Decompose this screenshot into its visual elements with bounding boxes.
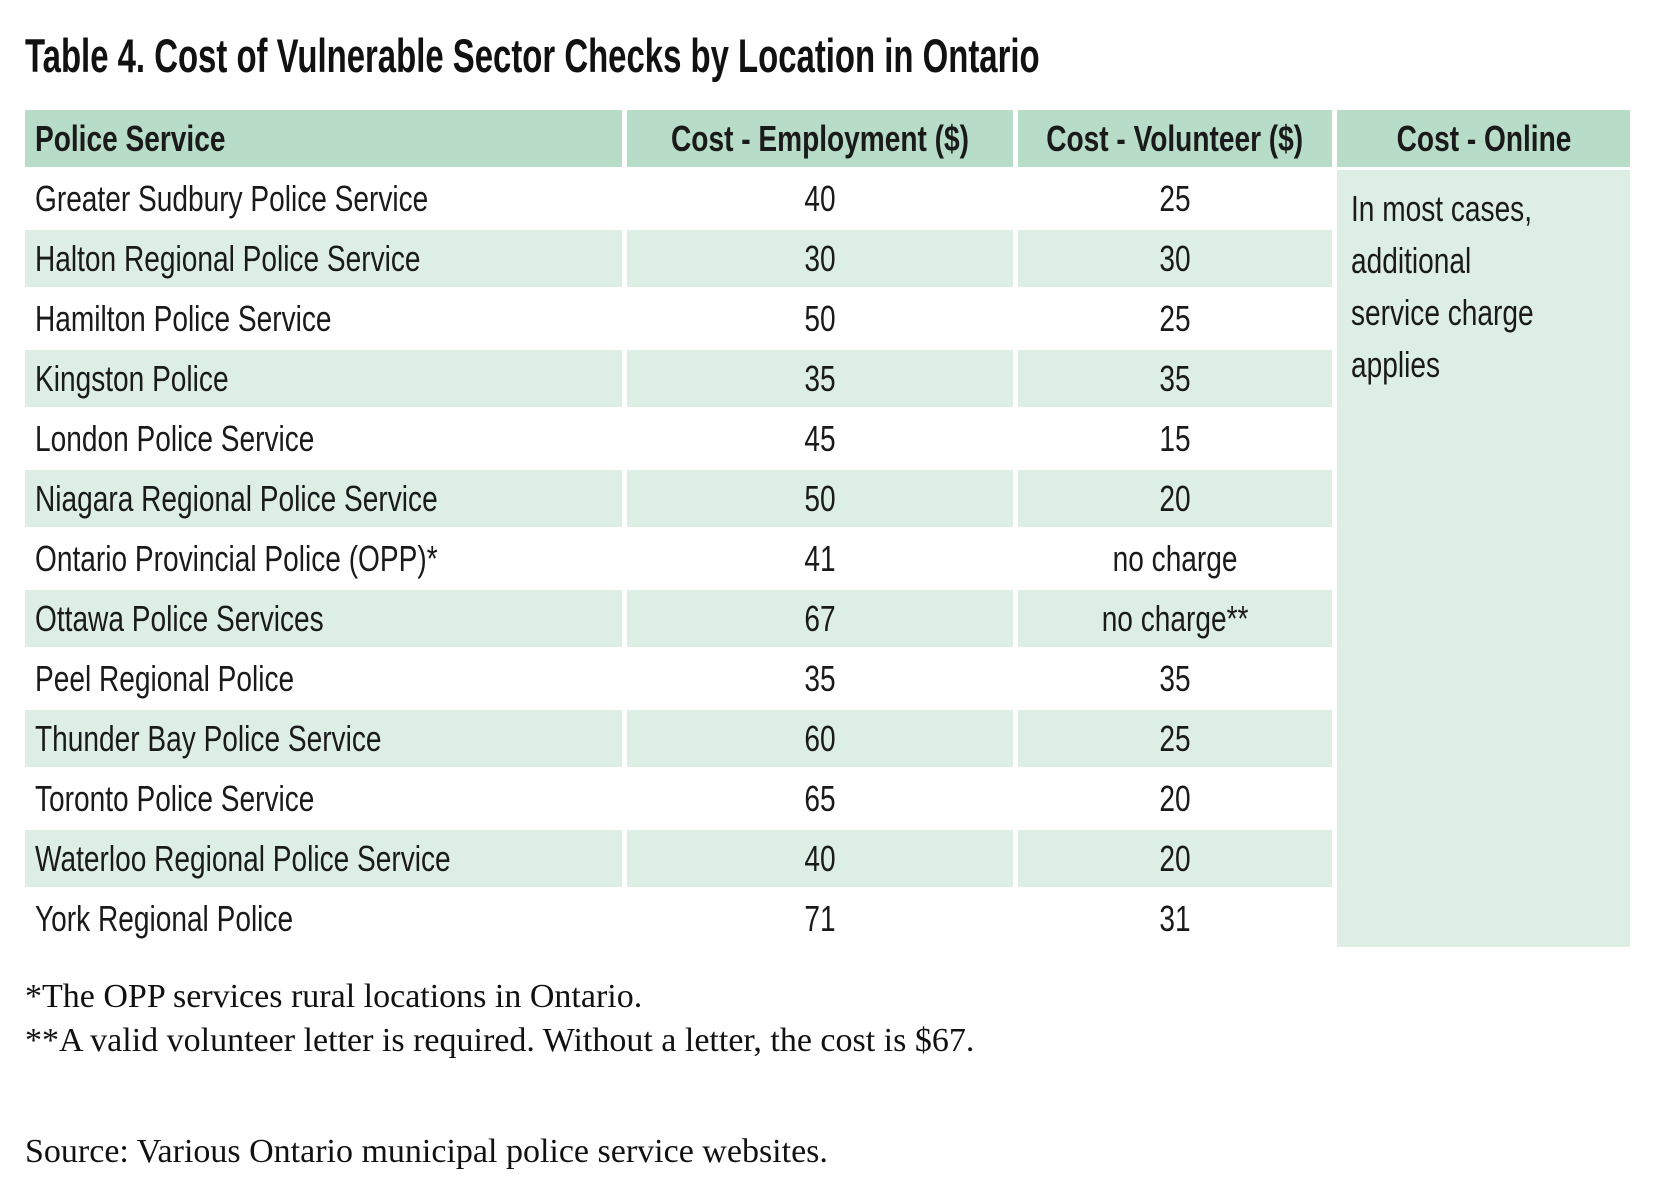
column-header-cost-online: Cost - Online bbox=[1337, 110, 1630, 167]
cell-text: Halton Regional Police Service bbox=[35, 237, 421, 279]
cost-employment-cell: 60 bbox=[627, 710, 1013, 767]
cell-text: 35 bbox=[1159, 357, 1191, 399]
cost-volunteer-cell: no charge bbox=[1018, 530, 1332, 587]
cost-volunteer-cell: 30 bbox=[1018, 230, 1332, 287]
cell-text: 15 bbox=[1159, 417, 1191, 459]
footnote-volunteer-letter: **A valid volunteer letter is required. … bbox=[25, 1022, 975, 1059]
footnote-opp: *The OPP services rural locations in Ont… bbox=[25, 978, 643, 1015]
column-header-label: Cost - Volunteer ($) bbox=[1046, 117, 1304, 159]
cost-volunteer-cell: 20 bbox=[1018, 830, 1332, 887]
cell-text: 40 bbox=[804, 837, 836, 879]
cell-text: Hamilton Police Service bbox=[35, 297, 332, 339]
cost-table: Police Service Cost - Employment ($) Cos… bbox=[25, 110, 1630, 947]
cost-employment-cell: 67 bbox=[627, 590, 1013, 647]
cell-text: Ontario Provincial Police (OPP)* bbox=[35, 537, 438, 579]
cell-text: 30 bbox=[1159, 237, 1191, 279]
cell-text: 20 bbox=[1159, 477, 1191, 519]
cost-employment-cell: 50 bbox=[627, 470, 1013, 527]
police-service-cell: Halton Regional Police Service bbox=[25, 230, 622, 287]
cost-volunteer-cell: 25 bbox=[1018, 170, 1332, 227]
cell-text: Greater Sudbury Police Service bbox=[35, 177, 429, 219]
cell-text: Niagara Regional Police Service bbox=[35, 477, 438, 519]
cost-volunteer-cell: 25 bbox=[1018, 290, 1332, 347]
police-service-cell: Ottawa Police Services bbox=[25, 590, 622, 647]
cell-text: Waterloo Regional Police Service bbox=[35, 837, 451, 879]
cell-text: London Police Service bbox=[35, 417, 315, 459]
police-service-cell: Niagara Regional Police Service bbox=[25, 470, 622, 527]
cost-volunteer-cell: 31 bbox=[1018, 890, 1332, 947]
cost-volunteer-cell: 15 bbox=[1018, 410, 1332, 467]
cell-text: 65 bbox=[804, 777, 836, 819]
police-service-cell: York Regional Police bbox=[25, 890, 622, 947]
police-service-cell: Greater Sudbury Police Service bbox=[25, 170, 622, 227]
cost-employment-cell: 40 bbox=[627, 170, 1013, 227]
cell-text: 20 bbox=[1159, 837, 1191, 879]
cost-employment-cell: 41 bbox=[627, 530, 1013, 587]
cost-employment-cell: 50 bbox=[627, 290, 1013, 347]
cell-text: 67 bbox=[804, 597, 836, 639]
police-service-cell: Toronto Police Service bbox=[25, 770, 622, 827]
cell-text: 40 bbox=[804, 177, 836, 219]
cell-text: 25 bbox=[1159, 297, 1191, 339]
cell-text: 41 bbox=[804, 537, 836, 579]
cell-text: Kingston Police bbox=[35, 357, 229, 399]
table-title: Table 4. Cost of Vulnerable Sector Check… bbox=[25, 29, 1040, 82]
cost-volunteer-cell: 20 bbox=[1018, 770, 1332, 827]
cost-volunteer-cell: 25 bbox=[1018, 710, 1332, 767]
cell-text: 35 bbox=[1159, 657, 1191, 699]
cost-volunteer-cell: 35 bbox=[1018, 650, 1332, 707]
cost-employment-cell: 35 bbox=[627, 650, 1013, 707]
column-header-cost-volunteer: Cost - Volunteer ($) bbox=[1018, 110, 1332, 167]
cell-text: no charge bbox=[1112, 537, 1238, 579]
cell-text: 35 bbox=[804, 357, 836, 399]
column-header-police-service: Police Service bbox=[25, 110, 622, 167]
cell-text: 60 bbox=[804, 717, 836, 759]
cost-employment-cell: 30 bbox=[627, 230, 1013, 287]
cost-volunteer-cell: 35 bbox=[1018, 350, 1332, 407]
cost-employment-cell: 35 bbox=[627, 350, 1013, 407]
column-header-label: Cost - Online bbox=[1396, 117, 1571, 159]
cell-text: 50 bbox=[804, 477, 836, 519]
cost-employment-cell: 40 bbox=[627, 830, 1013, 887]
cell-text: Toronto Police Service bbox=[35, 777, 315, 819]
police-service-cell: Ontario Provincial Police (OPP)* bbox=[25, 530, 622, 587]
cell-text: 71 bbox=[804, 897, 836, 939]
cost-employment-cell: 71 bbox=[627, 890, 1013, 947]
online-note-text: In most cases, additional service charge… bbox=[1351, 188, 1534, 385]
police-service-cell: Hamilton Police Service bbox=[25, 290, 622, 347]
cell-text: 50 bbox=[804, 297, 836, 339]
source-line: Source: Various Ontario municipal police… bbox=[25, 1133, 828, 1170]
column-header-label: Cost - Employment ($) bbox=[671, 117, 969, 159]
cost-employment-cell: 65 bbox=[627, 770, 1013, 827]
police-service-cell: Kingston Police bbox=[25, 350, 622, 407]
cell-text: Peel Regional Police bbox=[35, 657, 295, 699]
cell-text: 25 bbox=[1159, 177, 1191, 219]
police-service-cell: Peel Regional Police bbox=[25, 650, 622, 707]
cell-text: 30 bbox=[804, 237, 836, 279]
cell-text: 25 bbox=[1159, 717, 1191, 759]
cell-text: 20 bbox=[1159, 777, 1191, 819]
police-service-cell: Waterloo Regional Police Service bbox=[25, 830, 622, 887]
police-service-cell: London Police Service bbox=[25, 410, 622, 467]
cost-volunteer-cell: no charge** bbox=[1018, 590, 1332, 647]
cell-text: Thunder Bay Police Service bbox=[35, 717, 382, 759]
cost-employment-cell: 45 bbox=[627, 410, 1013, 467]
police-service-cell: Thunder Bay Police Service bbox=[25, 710, 622, 767]
cell-text: Ottawa Police Services bbox=[35, 597, 324, 639]
cell-text: York Regional Police bbox=[35, 897, 294, 939]
footnotes: *The OPP services rural locations in Ont… bbox=[25, 975, 974, 1063]
cell-text: no charge** bbox=[1101, 597, 1249, 639]
cell-text: 31 bbox=[1159, 897, 1191, 939]
column-header-label: Police Service bbox=[35, 117, 226, 159]
cell-text: 35 bbox=[804, 657, 836, 699]
online-note-cell: In most cases, additional service charge… bbox=[1337, 170, 1630, 947]
cost-volunteer-cell: 20 bbox=[1018, 470, 1332, 527]
cell-text: 45 bbox=[804, 417, 836, 459]
column-header-cost-employment: Cost - Employment ($) bbox=[627, 110, 1013, 167]
